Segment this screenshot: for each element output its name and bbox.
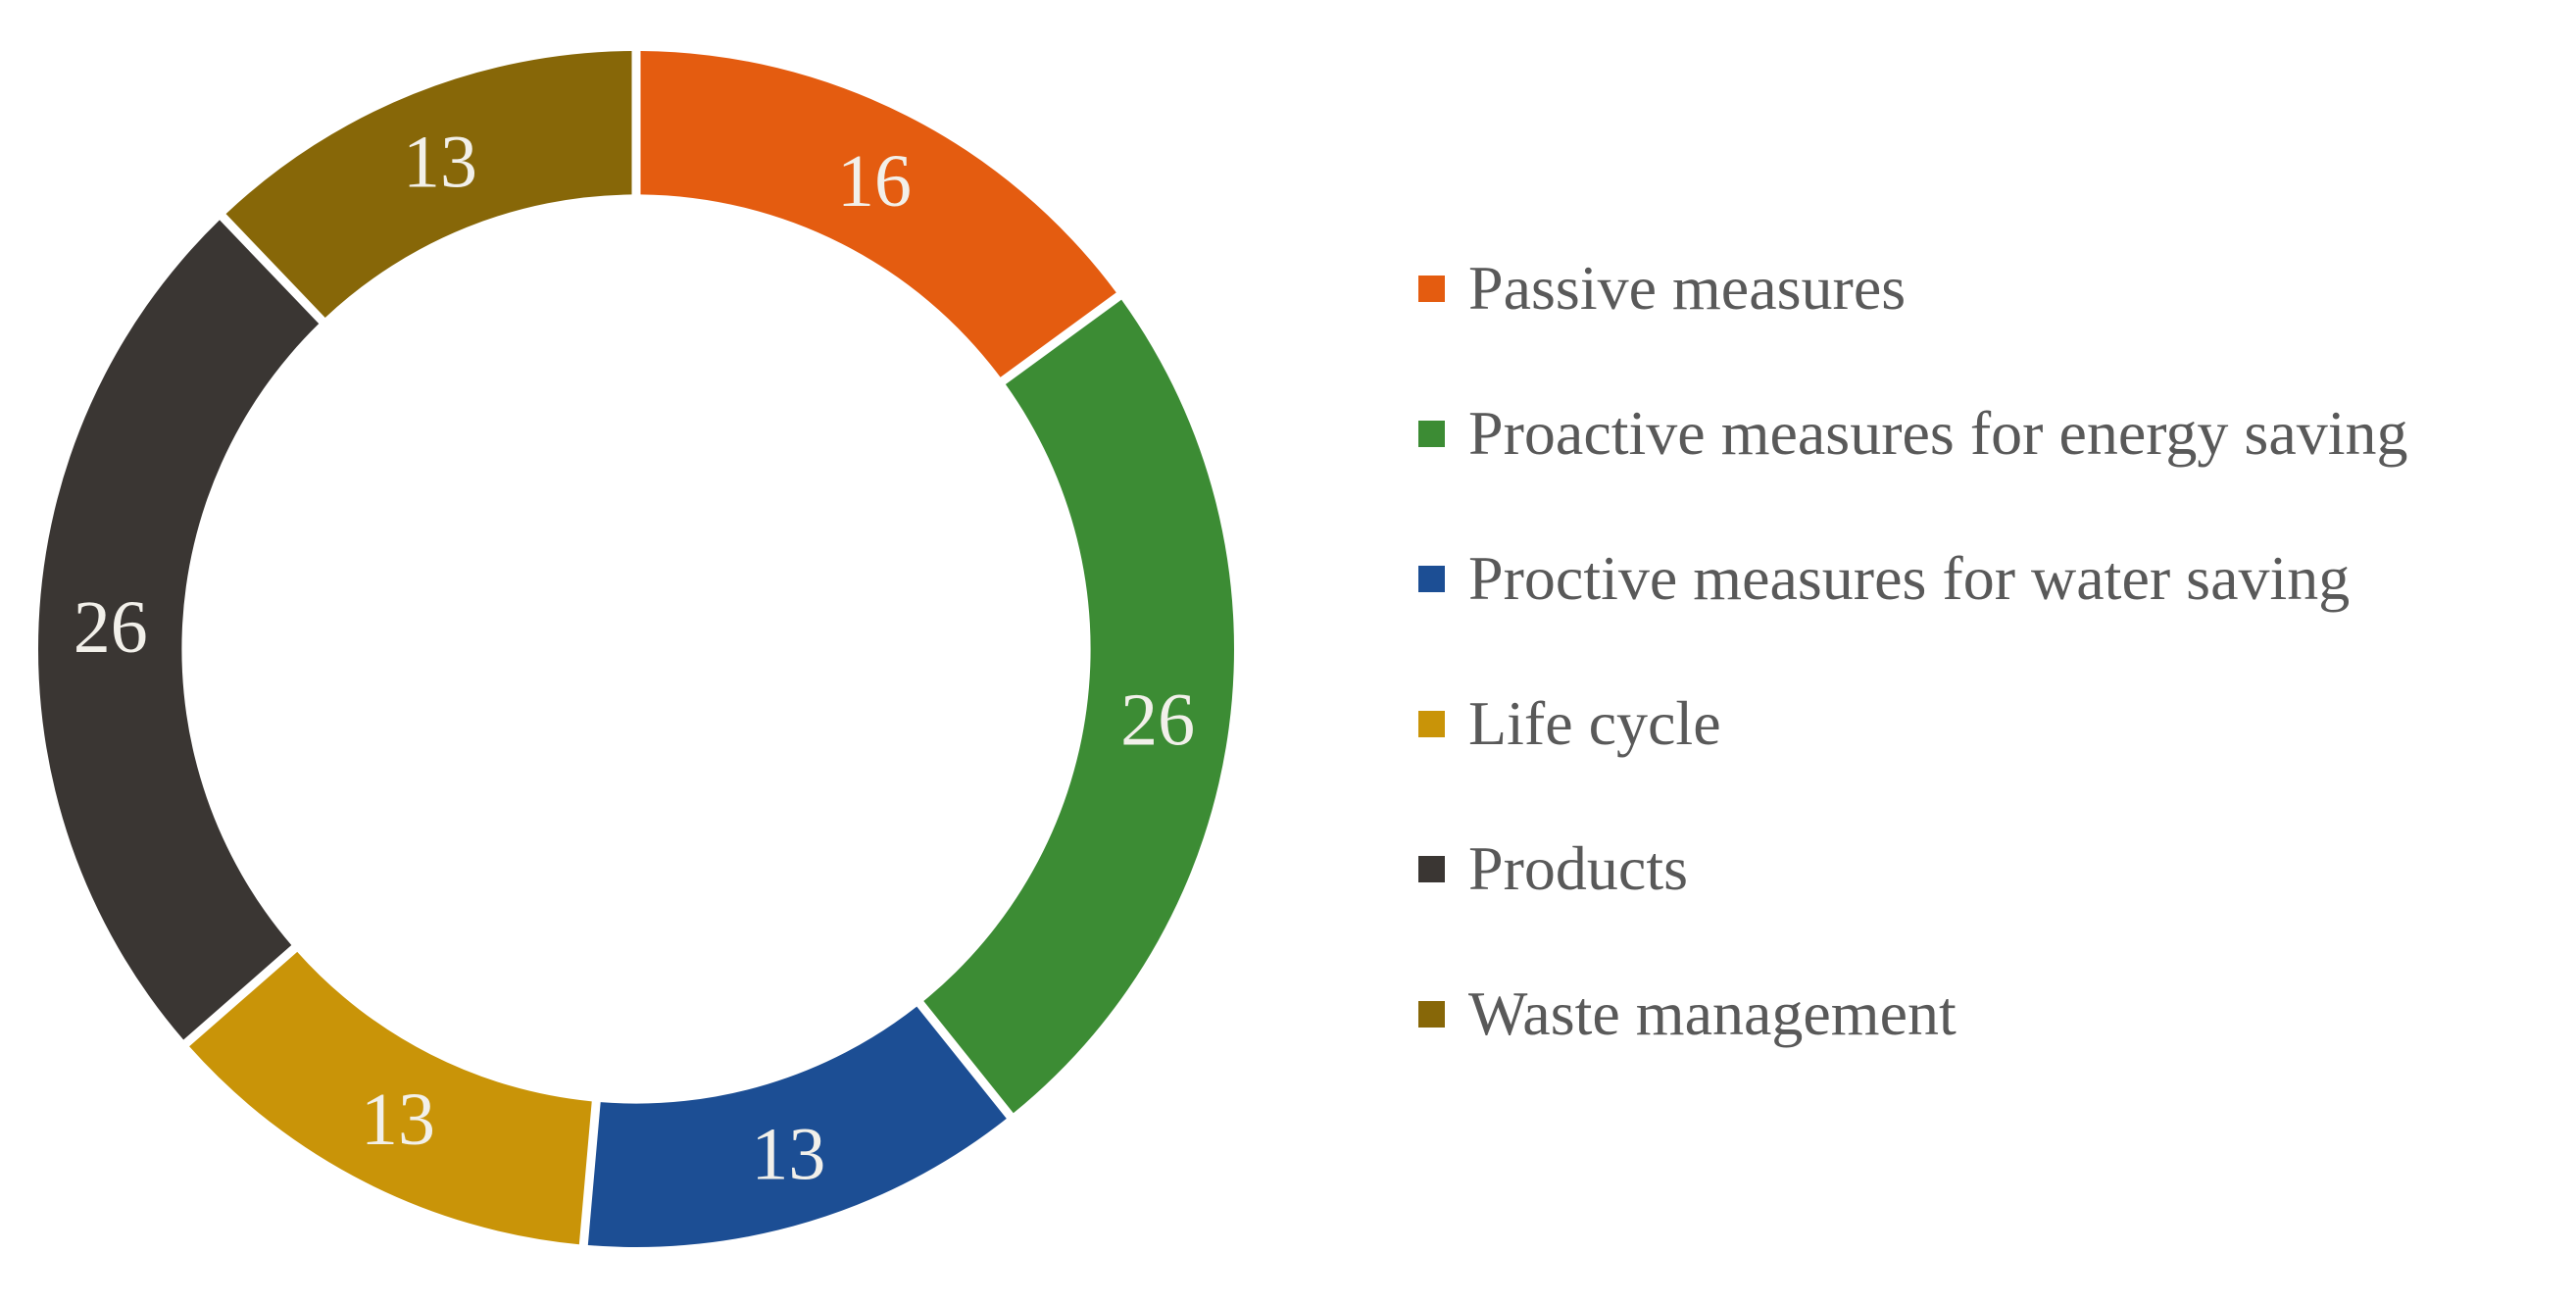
legend-item-label: Products [1468,833,1688,903]
donut-segment-life-cycle [189,951,592,1245]
legend-item-label: Waste management [1468,978,1957,1048]
legend-item-label: Proctive measures for water saving [1468,543,2351,613]
legend-swatch-icon [1418,420,1445,447]
legend-item-proactive-measures-for-energy-saving: Proactive measures for energy saving [1418,361,2408,506]
legend-item-life-cycle: Life cycle [1418,651,2408,796]
donut-segment-proactive-measures-for-energy-saving [923,299,1234,1114]
legend-item-label: Life cycle [1468,688,1721,758]
legend-item-label: Passive measures [1468,253,1907,323]
legend-item-waste-management: Waste management [1418,941,2408,1086]
segment-value-label: 16 [837,140,912,223]
donut-segment-products [38,220,320,1040]
legend-swatch-icon [1418,855,1445,882]
legend-item-label: Proactive measures for energy saving [1468,398,2408,468]
legend-item-proctive-measures-for-water-saving: Proctive measures for water saving [1418,506,2408,651]
donut-segment-waste-management [225,51,632,318]
legend-swatch-icon [1418,565,1445,592]
legend-swatch-icon [1418,275,1445,302]
segment-value-label: 13 [361,1078,435,1161]
legend-swatch-icon [1418,1000,1445,1028]
donut-chart: 16 26 13 13 26 13 [38,51,1234,1247]
legend-item-passive-measures: Passive measures [1418,216,2408,361]
segment-value-label: 26 [1120,678,1195,761]
segment-value-label: 13 [403,121,477,203]
donut-segment-proctive-measures-for-water-saving [587,1006,1007,1247]
segment-value-label: 13 [751,1113,825,1195]
donut-segment-passive-measures [640,51,1116,377]
chart-legend: Passive measures Proactive measures for e… [1418,216,2408,1086]
legend-swatch-icon [1418,710,1445,737]
segment-value-label: 26 [74,586,148,669]
legend-item-products: Products [1418,796,2408,941]
